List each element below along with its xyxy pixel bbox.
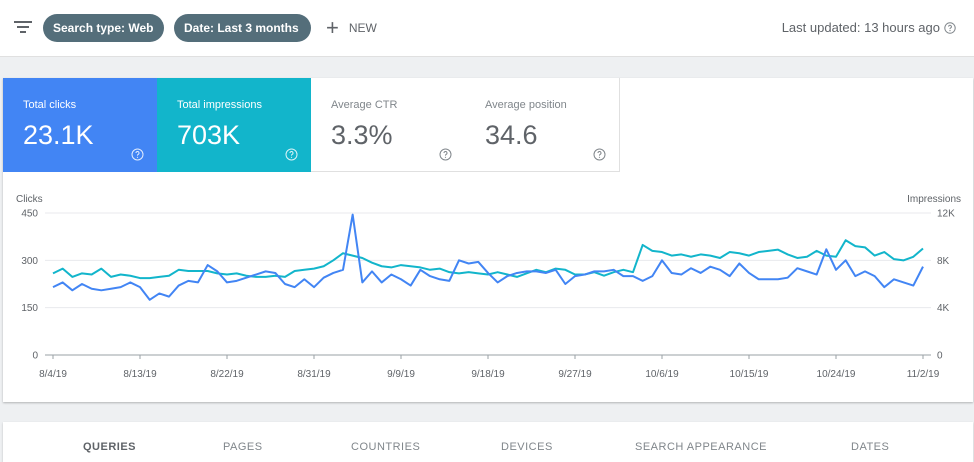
y-tick-label-left: 450 <box>21 209 38 220</box>
x-tick-label: 10/6/19 <box>645 369 679 380</box>
date-range-chip[interactable]: Date: Last 3 months <box>174 14 311 42</box>
tab-countries[interactable]: COUNTRIES <box>351 441 421 453</box>
metric-title: Average CTR <box>331 99 398 111</box>
y-tick-label-right: 8K <box>937 256 950 267</box>
search-type-label: Search type: Web <box>53 21 154 35</box>
y-axis-title-left: Clicks <box>16 194 43 205</box>
new-filter-button[interactable]: + NEW <box>326 15 377 40</box>
metric-card-total-clicks[interactable]: Total clicks 23.1K <box>3 78 158 172</box>
x-tick-label: 8/31/19 <box>297 369 331 380</box>
y-tick-label-left: 300 <box>21 256 38 267</box>
x-tick-label: 8/13/19 <box>123 369 157 380</box>
x-tick-label: 8/22/19 <box>210 369 244 380</box>
tab-pages[interactable]: PAGES <box>223 441 263 453</box>
metric-card-average-position[interactable]: Average position 34.6 <box>465 78 620 172</box>
metric-value: 23.1K <box>23 120 94 150</box>
x-tick-label: 9/27/19 <box>558 369 592 380</box>
y-tick-label-right: 0 <box>937 351 943 362</box>
x-tick-label: 9/18/19 <box>471 369 505 380</box>
series-line-clicks <box>52 213 924 301</box>
tab-dates[interactable]: DATES <box>851 441 890 453</box>
y-tick-label-left: 0 <box>32 351 38 362</box>
x-tick-label: 10/15/19 <box>730 369 769 380</box>
metric-value: 34.6 <box>485 120 538 150</box>
tab-search-appearance[interactable]: SEARCH APPEARANCE <box>635 441 767 453</box>
performance-chart: 0 150 300 450 0 4K 8K 12K Clicks Impressions 8/4/1… <box>16 194 961 380</box>
tab-queries[interactable]: QUERIES <box>83 441 137 453</box>
help-icon[interactable] <box>131 148 144 161</box>
help-icon[interactable] <box>593 148 606 161</box>
metric-value: 3.3% <box>331 120 393 150</box>
x-tick-label: 11/2/19 <box>907 369 940 380</box>
metric-card-average-ctr[interactable]: Average CTR 3.3% <box>311 78 466 172</box>
metric-title: Average position <box>485 99 567 111</box>
metric-value: 703K <box>177 120 241 150</box>
y-tick-label-left: 150 <box>21 303 38 314</box>
metric-title: Total impressions <box>177 99 262 111</box>
date-range-label: Date: Last 3 months <box>184 21 299 35</box>
tab-devices[interactable]: DEVICES <box>501 441 553 453</box>
report-tabs: QUERIES PAGES COUNTRIES DEVICES SEARCH A… <box>3 422 973 462</box>
metric-card-total-impressions[interactable]: Total impressions 703K <box>157 78 312 172</box>
last-updated-text: Last updated: 13 hours ago <box>781 20 940 35</box>
new-label: NEW <box>348 21 377 35</box>
y-axis-title-right: Impressions <box>907 194 961 205</box>
series-line-impressions <box>52 239 924 280</box>
help-icon[interactable] <box>285 148 298 161</box>
y-tick-label-right: 4K <box>937 303 950 314</box>
x-tick-label: 9/9/19 <box>387 369 415 380</box>
help-icon[interactable] <box>944 21 956 34</box>
search-type-chip[interactable]: Search type: Web <box>43 14 164 42</box>
plus-icon: + <box>326 15 339 40</box>
help-icon[interactable] <box>439 148 452 161</box>
top-toolbar: Search type: Web Date: Last 3 months + N… <box>0 0 974 57</box>
metric-title: Total clicks <box>23 99 77 111</box>
y-tick-label-right: 12K <box>937 209 955 220</box>
performance-panel: Total clicks 23.1K Total impressions 703… <box>3 78 973 402</box>
filter-icon[interactable] <box>14 20 32 34</box>
x-tick-label: 10/24/19 <box>817 369 856 380</box>
last-updated: Last updated: 13 hours ago <box>782 20 956 35</box>
x-tick-label: 8/4/19 <box>39 369 67 380</box>
